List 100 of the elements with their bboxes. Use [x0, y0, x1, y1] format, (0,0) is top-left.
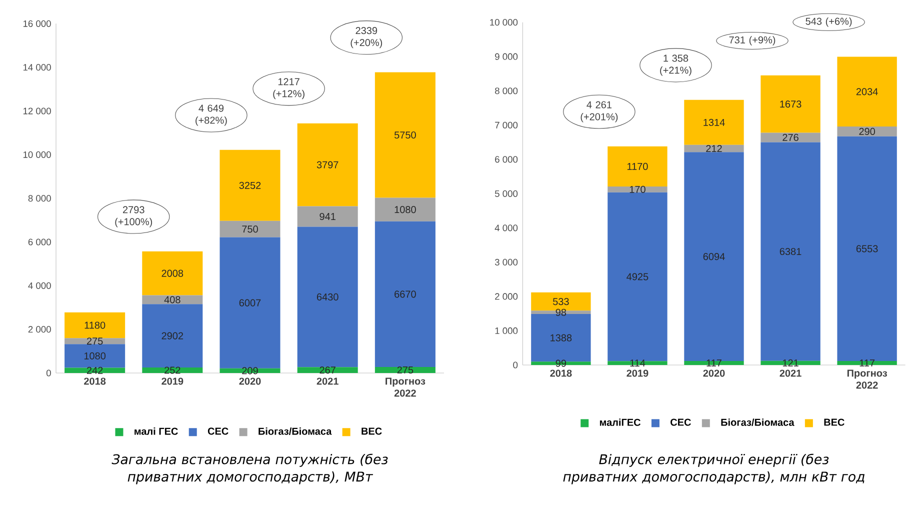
x-tick-label: 2021 [316, 378, 338, 385]
bar [608, 361, 668, 365]
bar [374, 221, 436, 367]
data-label: 212 [706, 145, 722, 152]
bar [142, 295, 203, 304]
data-label: 6094 [703, 253, 725, 260]
data-label: 252 [164, 366, 180, 374]
x-tick-label: 2019 [162, 378, 184, 385]
annotation: 1 358 (+21%) [660, 54, 692, 76]
bar [374, 72, 436, 198]
data-label: 276 [782, 134, 798, 142]
annotation: 543 (+6%) [806, 17, 852, 27]
data-label: 2902 [162, 332, 184, 340]
annotation: 2793 (+100%) [115, 206, 152, 228]
x-tick-label: Прогноз 2022 [386, 378, 426, 397]
y-tick-label: 5 000 [494, 190, 518, 197]
data-label: 1673 [780, 100, 802, 108]
text: Відпуск електричної енергії (без приватних домогосподарств), млн кВт год [563, 454, 865, 484]
annotation: 1217 (+12%) [273, 78, 304, 100]
data-label: 750 [242, 226, 258, 233]
data-label: 4925 [626, 273, 648, 280]
data-label: 6007 [239, 299, 261, 306]
y-tick-label: 16 000 [23, 20, 51, 27]
data-label: 5750 [394, 131, 416, 139]
data-label: 275 [397, 366, 414, 374]
x-tick-label: 2018 [84, 378, 106, 385]
y-tick-label: 3 000 [494, 258, 518, 266]
y-tick-label: 10 000 [490, 19, 518, 26]
y-tick-label: 4 000 [494, 224, 518, 232]
bar [760, 75, 820, 133]
y-tick-label: 8 000 [28, 195, 51, 202]
bar [608, 186, 668, 192]
y-tick-label: 2 000 [495, 293, 518, 300]
data-label: 6553 [856, 245, 878, 252]
y-tick-label: 10 000 [23, 151, 51, 158]
legend-label: Біогаз/Біомаса [721, 418, 794, 426]
data-label: 941 [320, 212, 336, 220]
annotation: 4 261 (+201%) [580, 101, 618, 122]
bar [608, 146, 668, 186]
x-tick-label: 2020 [703, 370, 725, 377]
bar [220, 150, 280, 221]
data-label: 6430 [316, 293, 338, 301]
bar [760, 360, 820, 365]
y-tick-label: 6 000 [28, 238, 51, 246]
bar [374, 198, 436, 222]
bar [297, 206, 358, 227]
x-tick-label: 2021 [780, 370, 802, 377]
bar [220, 368, 280, 373]
y-tick-label: 0 [513, 362, 518, 368]
x-tick-label: 2018 [550, 370, 572, 377]
data-label: 114 [630, 360, 646, 366]
data-label: 117 [706, 360, 722, 366]
y-tick-label: 0 [46, 370, 51, 376]
data-label: 209 [242, 367, 258, 374]
bar [684, 100, 744, 145]
bar [684, 152, 744, 361]
annotation: 2339 (+20%) [350, 27, 382, 48]
x-tick-label: 2019 [626, 370, 648, 377]
bar [297, 367, 358, 373]
y-tick-label: 12 000 [23, 108, 51, 114]
data-label: 290 [859, 128, 876, 136]
annotation: 4 649 (+82%) [196, 104, 227, 126]
data-label: 533 [552, 298, 569, 306]
bar [64, 338, 126, 344]
legend-label: маліГЕС [600, 418, 641, 426]
data-label: 6670 [394, 290, 416, 298]
legend-label: малі ГЕС [134, 428, 178, 435]
data-label: 1388 [550, 334, 572, 342]
y-tick-label: 6 000 [495, 156, 518, 163]
legend-label: СЕС [208, 428, 228, 435]
y-tick-label: 14 000 [23, 64, 51, 71]
bar [142, 304, 203, 368]
data-label: 170 [630, 186, 646, 193]
legend-label: СЕС [670, 418, 691, 426]
legend-label: ВЕС [362, 428, 382, 435]
bar [142, 367, 203, 373]
data-label: 1080 [84, 352, 106, 360]
legend-label: Біогаз/Біомаса [258, 428, 332, 435]
data-label: 3797 [316, 161, 338, 168]
bar [64, 344, 126, 368]
x-tick-label: 2020 [239, 378, 261, 385]
bar [837, 360, 897, 365]
bar [684, 360, 744, 365]
y-tick-label: 4 000 [28, 282, 51, 289]
bar [837, 136, 897, 361]
data-label: 408 [164, 296, 180, 304]
y-tick-label: 8 000 [495, 88, 518, 94]
bar [297, 123, 358, 206]
data-label: 3252 [239, 182, 261, 189]
y-tick-label: 2 000 [28, 326, 51, 333]
data-label: 2034 [856, 88, 878, 96]
bar [760, 132, 820, 142]
bar [297, 226, 358, 368]
bar [64, 368, 126, 373]
data-label: 117 [860, 360, 875, 366]
data-label: 1170 [627, 162, 648, 170]
data-label: 121 [782, 359, 798, 366]
bar [608, 192, 668, 362]
data-label: 6381 [780, 248, 802, 256]
data-label: 242 [86, 366, 103, 374]
